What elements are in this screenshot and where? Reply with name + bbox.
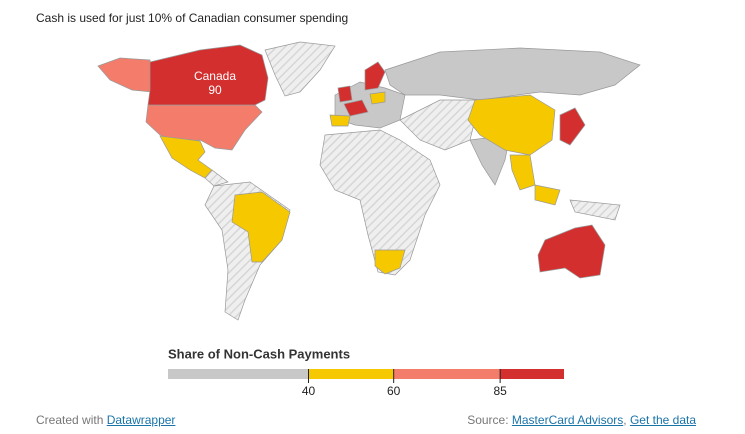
africa xyxy=(319,129,441,276)
legend-segment xyxy=(393,369,501,379)
region-value: 90 xyxy=(208,83,222,97)
legend-tick-label: 60 xyxy=(387,384,401,398)
australia xyxy=(537,224,606,279)
legend-segment xyxy=(500,369,564,379)
papua xyxy=(569,199,621,221)
indonesia xyxy=(534,184,561,206)
alaska xyxy=(97,57,153,93)
legend-segment xyxy=(168,369,309,379)
greenland xyxy=(264,41,336,97)
brazil xyxy=(231,191,291,263)
france xyxy=(343,99,369,117)
usa xyxy=(145,104,263,151)
legend: 40 60 85 xyxy=(168,369,564,398)
central-asia xyxy=(399,99,481,151)
legend-title: Share of Non-Cash Payments xyxy=(168,346,350,361)
legend-tick-label: 85 xyxy=(493,384,507,398)
south-africa xyxy=(374,249,406,275)
world-map xyxy=(97,41,641,321)
credit: Created with Datawrapper xyxy=(36,413,175,427)
russia xyxy=(384,47,641,101)
se-asia xyxy=(509,154,536,191)
japan xyxy=(559,107,586,146)
uk xyxy=(337,85,353,103)
title: Cash is used for just 10% of Canadian co… xyxy=(36,11,348,25)
source-link[interactable]: MasterCard Advisors xyxy=(511,413,624,427)
central-america xyxy=(204,169,229,187)
credit-link[interactable]: Datawrapper xyxy=(106,413,176,427)
source: Source: MasterCard Advisors, Get the dat… xyxy=(467,413,696,427)
separator: , xyxy=(623,413,627,427)
source-text: Source: xyxy=(467,413,509,427)
legend-tick-label: 40 xyxy=(302,384,316,398)
legend-segment xyxy=(308,369,394,379)
data-link[interactable]: Get the data xyxy=(629,413,696,427)
scandinavia xyxy=(364,61,386,91)
iberia xyxy=(329,114,351,127)
credit-text: Created with xyxy=(36,413,104,427)
poland xyxy=(369,91,386,105)
canada xyxy=(147,44,269,106)
region-label: Canada xyxy=(194,69,236,83)
